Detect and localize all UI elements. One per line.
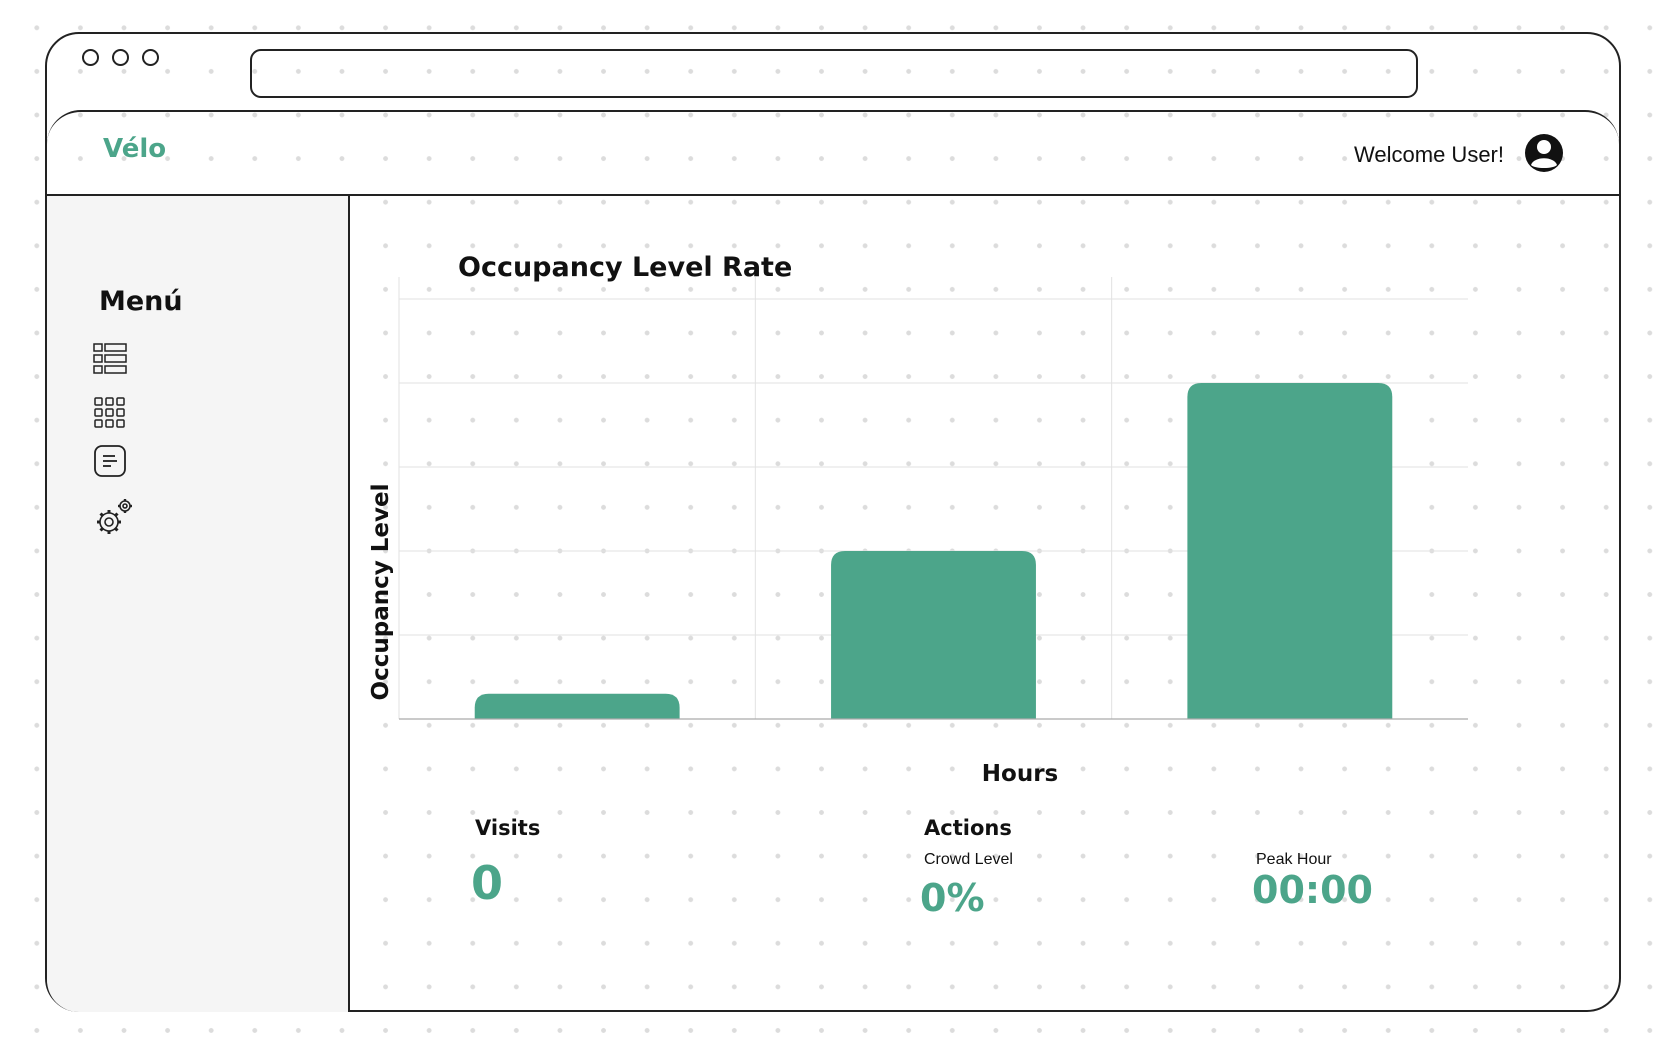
browser-window: Vélo Welcome User! Menú [45, 32, 1621, 1012]
app-container: Vélo Welcome User! Menú [47, 110, 1619, 1012]
peak-hour-label: Peak Hour [1256, 851, 1332, 868]
x-axis-label: Hours [981, 761, 1059, 787]
user-avatar-icon[interactable] [1523, 132, 1565, 174]
window-controls [82, 49, 159, 66]
crowd-level-value: 0% [920, 876, 985, 920]
settings-gears-icon[interactable] [93, 496, 135, 538]
welcome-message: Welcome User! [1354, 142, 1504, 167]
sidebar: Menú [47, 196, 350, 1012]
minimize-window-button[interactable] [112, 49, 129, 66]
chart-bar[interactable] [1187, 383, 1393, 719]
visits-value: 0 [471, 856, 504, 910]
peak-hour-value: 00:00 [1252, 868, 1373, 912]
visits-title: Visits [475, 816, 541, 840]
maximize-window-button[interactable] [142, 49, 159, 66]
crowd-level-label: Crowd Level [924, 851, 1013, 868]
y-axis-label: Occupancy Level [368, 483, 394, 701]
app-header: Vélo Welcome User! [47, 112, 1619, 196]
menu-title: Menú [99, 286, 183, 317]
chart-bar[interactable] [474, 693, 680, 719]
chart-title: Occupancy Level Rate [458, 252, 793, 283]
chart-bar[interactable] [831, 551, 1036, 719]
notes-icon[interactable] [93, 444, 127, 478]
close-window-button[interactable] [82, 49, 99, 66]
main-content: Occupancy Level Rate Occupancy Level Hou… [350, 196, 1619, 1012]
list-view-icon[interactable] [93, 342, 127, 376]
grid-view-icon[interactable] [93, 396, 127, 430]
app-logo[interactable]: Vélo [103, 134, 167, 164]
actions-title: Actions [924, 816, 1012, 840]
occupancy-bar-chart [398, 277, 1468, 720]
address-bar[interactable] [250, 49, 1418, 98]
